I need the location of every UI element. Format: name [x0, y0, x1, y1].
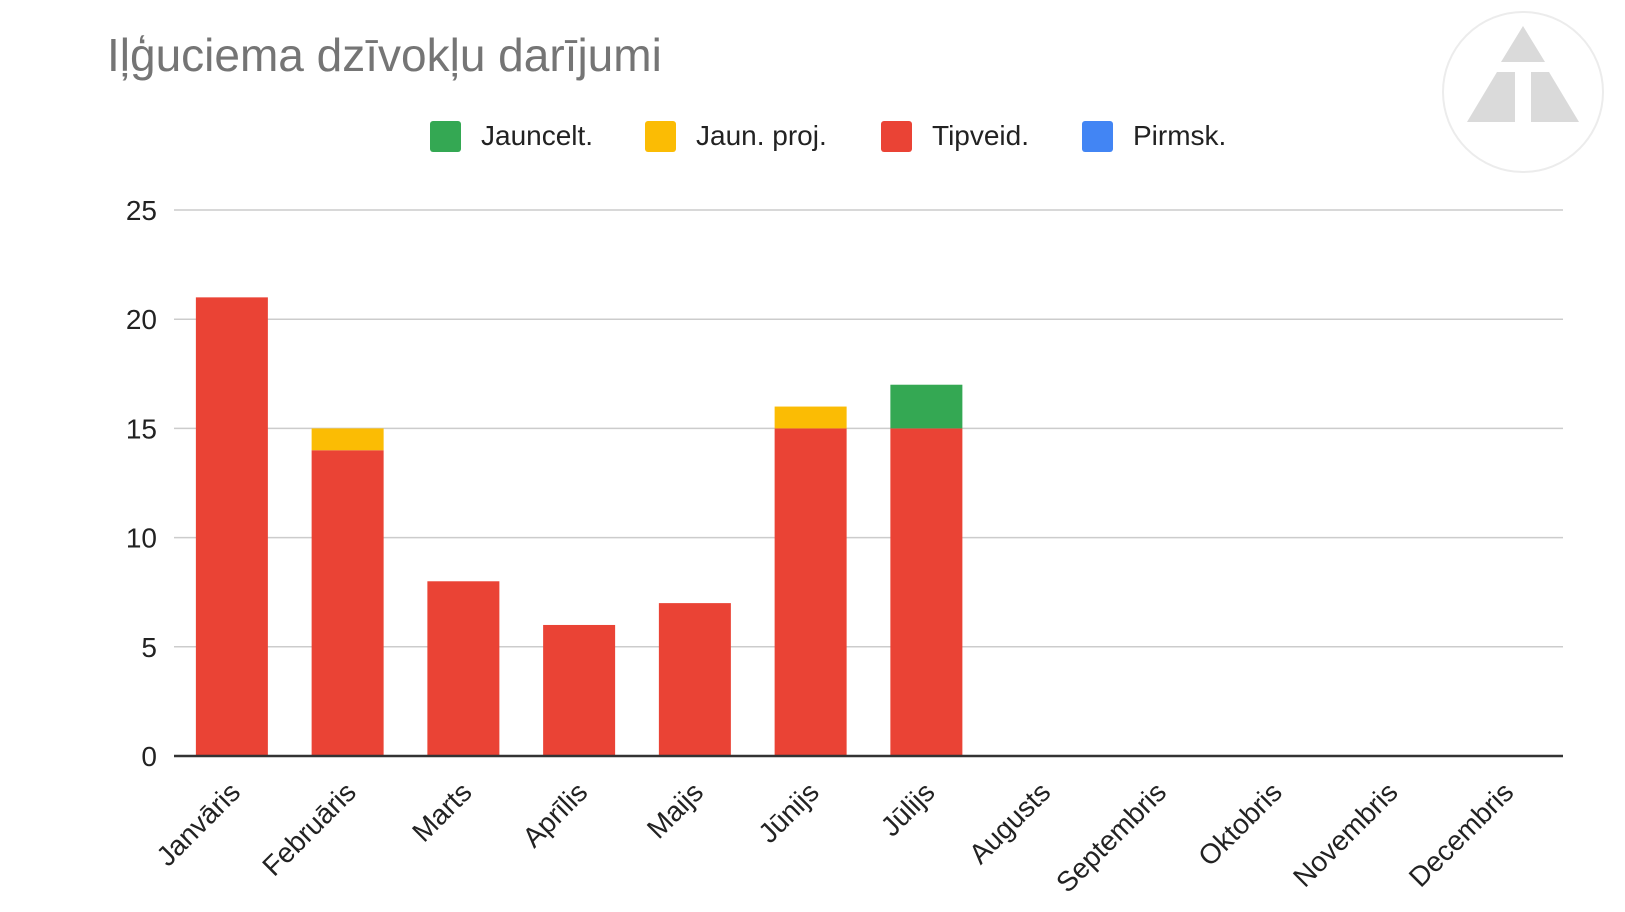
bar-tipveid-februaris [311, 450, 384, 756]
legend-swatch [881, 120, 912, 152]
x-tick-label: Aprīlis [516, 776, 593, 853]
legend-label: Tipveid. [932, 120, 1030, 151]
bar-jaun-proj-junijs [774, 406, 847, 429]
bar-jauncelt-julijs [890, 384, 963, 429]
x-tick-label: Maijs [641, 776, 709, 844]
y-tick-label: 5 [141, 632, 157, 663]
x-tick-label: Septembris [1050, 776, 1172, 898]
y-tick-label: 15 [126, 413, 157, 444]
logo [1439, 8, 1607, 176]
legend-item-pirmsk: Pirmsk. [1082, 120, 1226, 152]
legend-label: Pirmsk. [1133, 120, 1227, 151]
y-tick-label: 10 [126, 523, 157, 554]
bar-tipveid-junijs [774, 428, 847, 756]
legend-item-tipveid: Tipveid. [881, 120, 1029, 152]
chart-legend: Jauncelt. Jaun. proj. Tipveid. Pirmsk. [0, 120, 1625, 156]
bar-tipveid-aprilis [543, 624, 616, 756]
legend-item-jaun-proj: Jaun. proj. [645, 120, 827, 152]
x-tick-label: Marts [406, 776, 477, 847]
y-tick-label: 25 [126, 195, 157, 226]
x-tick-label: Jūlijs [875, 776, 941, 842]
bar-tipveid-marts [427, 581, 500, 756]
legend-item-jauncelt: Jauncelt. [430, 120, 593, 152]
y-tick-label: 0 [141, 741, 157, 772]
bar-tipveid-maijs [658, 603, 731, 756]
x-tick-label: Oktobris [1192, 776, 1288, 872]
x-tick-label: Jūnijs [752, 776, 825, 849]
triangle-logo-icon [1442, 11, 1604, 173]
legend-swatch [1082, 120, 1113, 152]
x-tick-label: Decembris [1403, 776, 1520, 893]
chart-title: Iļģuciema dzīvokļu darījumi [107, 29, 662, 81]
legend-label: Jauncelt. [481, 120, 594, 151]
bar-jaun-proj-februaris [311, 428, 384, 451]
x-tick-label: Janvāris [150, 776, 246, 872]
legend-swatch [645, 120, 676, 152]
legend-label: Jaun. proj. [696, 120, 827, 151]
bar-tipveid-julijs [890, 428, 963, 756]
y-tick-label: 20 [126, 304, 157, 335]
x-tick-label: Februāris [256, 776, 362, 882]
x-tick-label: Novembris [1287, 776, 1404, 893]
x-tick-label: Augusts [963, 776, 1056, 869]
legend-swatch [430, 120, 461, 152]
bar-tipveid-janvaris [195, 297, 268, 756]
